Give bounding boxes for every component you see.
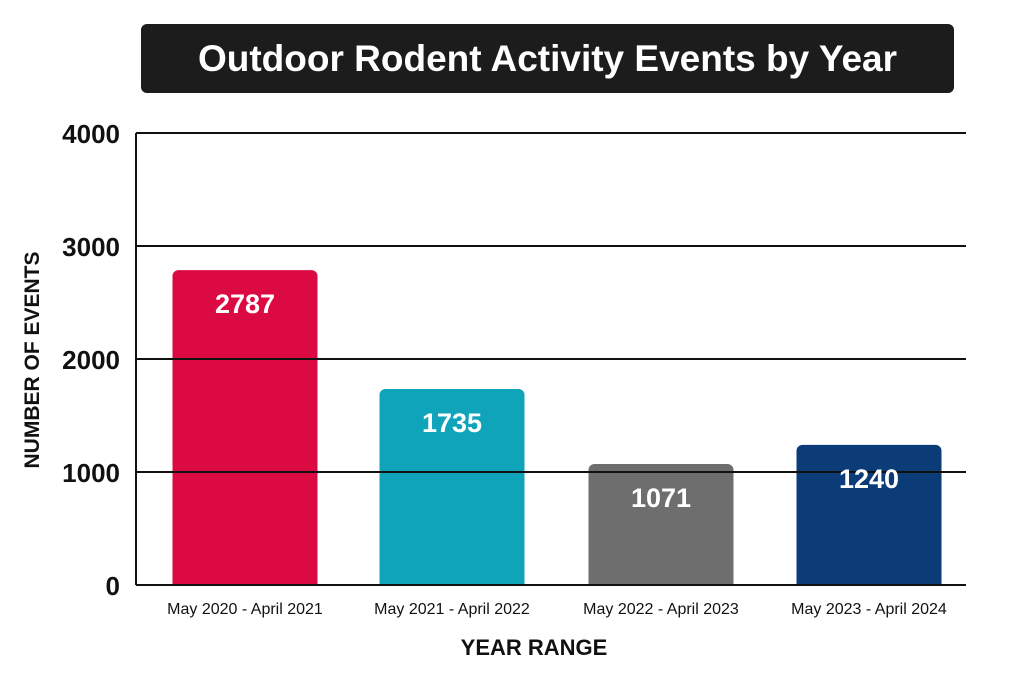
y-tick-label: 4000 bbox=[62, 119, 120, 149]
bar-3 bbox=[588, 463, 734, 585]
bar-1 bbox=[172, 270, 318, 585]
y-tick-label: 1000 bbox=[62, 458, 120, 488]
bar-2-base bbox=[379, 577, 525, 585]
bar-3-base bbox=[588, 577, 734, 585]
bar-2 bbox=[379, 388, 525, 585]
y-tick-label: 2000 bbox=[62, 345, 120, 375]
x-tick-label: May 2020 - April 2021 bbox=[167, 601, 323, 618]
y-axis-title: NUMBER OF EVENTS bbox=[21, 251, 44, 469]
x-tick-label: May 2021 - April 2022 bbox=[374, 601, 530, 618]
y-tick-label: 3000 bbox=[62, 232, 120, 262]
bar-value-label: 1240 bbox=[839, 464, 899, 494]
bar-1-base bbox=[172, 577, 318, 585]
bar-value-label: 1071 bbox=[631, 483, 691, 513]
bar-4 bbox=[796, 444, 942, 585]
y-tick-label: 0 bbox=[106, 571, 120, 601]
bar-value-label: 2787 bbox=[215, 289, 275, 319]
x-axis-title: YEAR RANGE bbox=[460, 635, 608, 660]
x-tick-label: May 2022 - April 2023 bbox=[583, 601, 739, 618]
x-tick-label: May 2023 - April 2024 bbox=[791, 601, 947, 618]
bar-value-label: 1735 bbox=[422, 408, 482, 438]
chart-title-bar: Outdoor Rodent Activity Events by Year bbox=[141, 24, 954, 93]
chart-title: Outdoor Rodent Activity Events by Year bbox=[197, 37, 898, 79]
bar-4-base bbox=[796, 577, 942, 585]
